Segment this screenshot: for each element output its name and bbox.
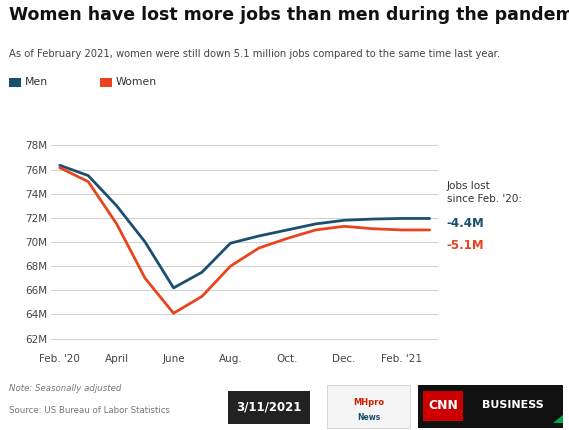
Text: CNN: CNN [428,399,458,412]
Text: -5.1M: -5.1M [447,239,484,252]
Text: Men: Men [25,77,48,87]
Polygon shape [553,415,563,423]
Text: BUSINESS: BUSINESS [481,400,543,411]
Text: -4.4M: -4.4M [447,217,484,230]
Bar [423,391,463,421]
Text: Women: Women [116,77,157,87]
Text: 3/11/2021: 3/11/2021 [236,401,302,414]
Text: As of February 2021, women were still down 5.1 million jobs compared to the same: As of February 2021, women were still do… [9,49,500,59]
Text: Source: US Bureau of Labor Statistics: Source: US Bureau of Labor Statistics [9,406,170,415]
Text: Note: Seasonally adjusted: Note: Seasonally adjusted [9,384,121,393]
Text: Jobs lost
since Feb. '20:: Jobs lost since Feb. '20: [447,181,522,204]
Text: News: News [357,413,380,421]
Text: Women have lost more jobs than men during the pandemic: Women have lost more jobs than men durin… [9,6,569,25]
Text: MHpro: MHpro [353,398,384,406]
